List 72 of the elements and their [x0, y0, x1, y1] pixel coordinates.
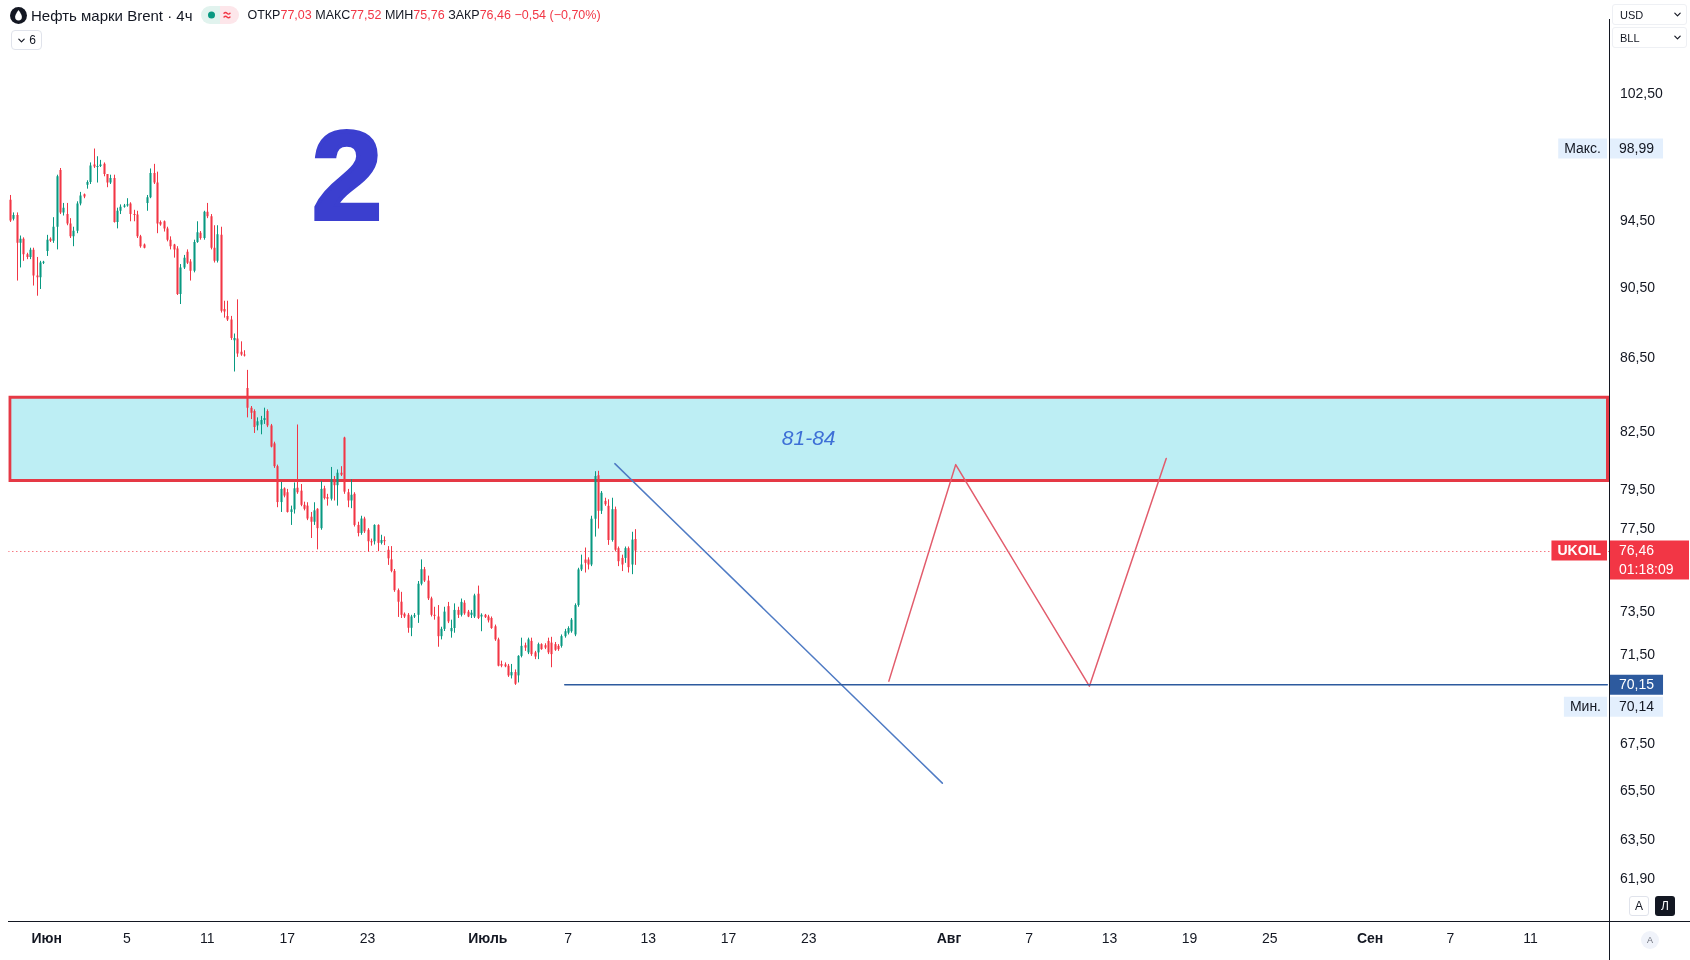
- circle-button: A: [1641, 931, 1659, 949]
- y-tick-label: 65,50: [1620, 782, 1656, 799]
- x-tick-label: 13: [1101, 930, 1118, 947]
- candlestick: [233, 333, 236, 373]
- y-tick-label: 98,99: [1619, 139, 1655, 156]
- candlestick: [236, 298, 239, 358]
- collapse-toggle: 6: [11, 30, 42, 50]
- chart-title: Нефть марки Brent · 4ч: [31, 6, 193, 24]
- y-tick-label: 77,50: [1620, 520, 1656, 537]
- x-tick-label: 11: [199, 930, 215, 947]
- candlestick: [116, 207, 119, 229]
- candlestick: [22, 236, 25, 262]
- x-tick-label: 23: [800, 930, 817, 947]
- text: ОТКР77,03 МАКС77,52 МИН75,76 ЗАКР76,46 −0,54 (−0,70%): [247, 8, 601, 22]
- ref-line-label: UKOIL: [1557, 541, 1602, 558]
- auto-scale-button: A: [1629, 896, 1649, 916]
- candlestick: [300, 483, 303, 507]
- candlestick: [129, 201, 132, 222]
- annotation: Макс.: [1564, 139, 1601, 156]
- candlestick: [336, 468, 339, 507]
- candlestick: [407, 612, 410, 634]
- y-tick-label: 90,50: [1620, 278, 1656, 295]
- annotation: 2: [312, 105, 383, 246]
- x-tick-label: 25: [1262, 930, 1278, 947]
- x-tick-label: 19: [1181, 930, 1198, 947]
- y-tick-label: 73,50: [1620, 602, 1656, 619]
- log-scale-button: Л: [1655, 896, 1675, 916]
- x-tick-label: Сен: [1356, 930, 1384, 947]
- unit-select: BLL: [1612, 27, 1687, 48]
- candlestick: [330, 466, 333, 501]
- candlestick: [447, 601, 450, 624]
- y-tick-label: 71,50: [1620, 645, 1656, 662]
- candlestick: [600, 490, 603, 515]
- candlestick: [347, 488, 350, 508]
- text: 70,14: [1619, 698, 1655, 715]
- x-tick-label: 5: [123, 930, 132, 947]
- candlestick: [230, 315, 233, 341]
- y-tick-label: 67,50: [1620, 735, 1656, 752]
- x-tick-label: 13: [640, 930, 657, 947]
- x-tick-label: Июн: [31, 930, 62, 947]
- y-tick-label: 102,50: [1620, 85, 1664, 102]
- x-tick-label: Авг: [936, 930, 962, 947]
- y-tick-label: 94,50: [1620, 211, 1656, 228]
- x-tick-label: 23: [359, 930, 376, 947]
- x-tick-label: 17: [279, 930, 296, 947]
- x-tick-label: 17: [720, 930, 737, 947]
- y-tick-label: 61,90: [1620, 870, 1656, 887]
- candlestick: [72, 226, 75, 247]
- x-tick-label: 11: [1523, 930, 1538, 947]
- candlestick: [313, 501, 316, 526]
- candlestick: [93, 148, 96, 169]
- candlestick: [89, 161, 92, 185]
- candlestick: [246, 369, 249, 418]
- x-tick-label: 7: [1446, 930, 1455, 947]
- band-label: 81-84: [781, 425, 836, 449]
- y-tick-label: 63,50: [1620, 830, 1656, 847]
- candlestick: [316, 507, 319, 550]
- y-tick-label: 79,50: [1620, 480, 1656, 497]
- annotation: Мин.: [1569, 698, 1601, 715]
- candlestick: [333, 475, 336, 501]
- x-tick-label: 7: [564, 930, 573, 947]
- x-tick-label: Июль: [468, 930, 508, 947]
- candlestick: [397, 588, 400, 618]
- annotation: 6: [29, 33, 36, 47]
- y-tick-label: 82,50: [1620, 423, 1656, 440]
- candlestick: [453, 602, 456, 634]
- y-tick-label: 86,50: [1620, 349, 1656, 366]
- y-tick-label: 70,15: [1619, 676, 1655, 693]
- currency-select: USD: [1612, 4, 1687, 25]
- y-tick-label: 76,46: [1619, 541, 1655, 558]
- x-tick-label: 7: [1025, 930, 1034, 947]
- text: 01:18:09: [1619, 560, 1674, 577]
